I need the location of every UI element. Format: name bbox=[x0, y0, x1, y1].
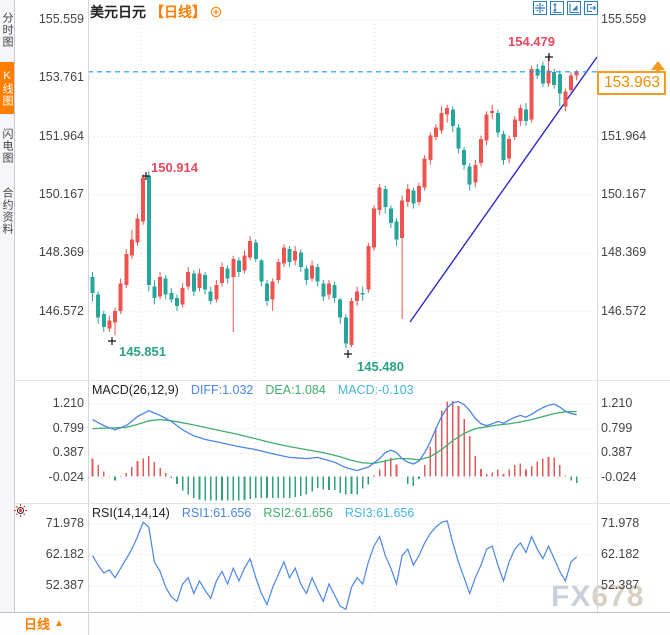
period-tag: 【日线】 bbox=[150, 4, 206, 20]
macd-axis-label-left: 1.210 bbox=[52, 396, 84, 410]
macd-indicator-pane[interactable] bbox=[88, 381, 598, 502]
price-axis-label-right: 148.369 bbox=[601, 245, 647, 260]
price-axis-label-left: 146.572 bbox=[38, 303, 84, 318]
macd-diff-value: DIFF:1.032 bbox=[190, 383, 254, 397]
rsi-title: RSI(14,14,14) bbox=[92, 506, 170, 520]
price-extreme-annotation: 150.914 bbox=[151, 160, 198, 175]
rsi-indicator-pane[interactable] bbox=[88, 504, 598, 612]
price-axis-label-right: 146.572 bbox=[601, 303, 647, 318]
price-axis-label-left: 151.964 bbox=[38, 128, 84, 143]
crosshair-icon[interactable] bbox=[533, 1, 547, 15]
rsi-axis-label-left: 52.387 bbox=[45, 577, 84, 592]
price-extreme-annotation: 154.479 bbox=[508, 34, 555, 49]
x-axis-scale-icon[interactable] bbox=[567, 1, 581, 15]
rsi2-value: RSI2:61.656 bbox=[263, 506, 333, 520]
price-up-arrow-icon bbox=[651, 61, 665, 70]
rsi3-value: RSI3:61.656 bbox=[344, 506, 415, 520]
chart-toolbar bbox=[533, 1, 598, 15]
macd-axis-label-right: 0.799 bbox=[601, 420, 633, 435]
rsi-axis-label-right: 52.387 bbox=[601, 577, 640, 592]
macd-axis-label-left: 0.799 bbox=[52, 420, 84, 435]
period-selector-label: 日线 bbox=[24, 617, 51, 632]
macd-title: MACD(26,12,9) bbox=[92, 383, 179, 397]
macd-axis-label-left: 0.387 bbox=[52, 445, 84, 460]
macd-dea-value: DEA:1.084 bbox=[265, 383, 326, 397]
indicator-settings-icon[interactable] bbox=[14, 504, 27, 522]
macd-axis-label-right: -0.024 bbox=[601, 470, 637, 485]
sidebar-tab-lightning[interactable]: 闪电图 bbox=[1, 128, 13, 164]
current-price-box: 153.963 bbox=[597, 71, 666, 95]
rsi-axis-label-right: 62.182 bbox=[601, 546, 640, 561]
price-axis-label-right: 151.964 bbox=[601, 128, 647, 143]
sidebar-tab-timeline[interactable]: 分时图 bbox=[1, 12, 13, 48]
exit-chart-icon[interactable] bbox=[584, 1, 598, 15]
pane-separator-macd bbox=[14, 380, 670, 381]
macd-axis-label-right: 1.210 bbox=[601, 396, 633, 410]
macd-hist-value: MACD:-0.103 bbox=[337, 383, 414, 397]
price-extreme-annotation: 145.480 bbox=[357, 359, 404, 374]
macd-axis-label-right: 0.387 bbox=[601, 445, 633, 460]
rsi-axis-label-right: 71.978 bbox=[601, 516, 640, 530]
macd-axis-label-left: -0.024 bbox=[48, 470, 84, 485]
chart-type-sidebar: 分时图 K线图 闪电图 合约资料 bbox=[0, 0, 15, 612]
main-candlestick-chart[interactable] bbox=[88, 16, 598, 380]
price-axis-label-left: 153.761 bbox=[38, 70, 84, 85]
price-axis-label-left: 150.167 bbox=[38, 187, 84, 202]
price-axis-label-left: 155.559 bbox=[38, 12, 84, 26]
price-axis-label-right: 155.559 bbox=[601, 12, 647, 26]
sidebar-tab-kline[interactable]: K线图 bbox=[0, 62, 14, 114]
chart-title: 美元日元 【日线】 bbox=[90, 2, 222, 22]
watermark: FX678 bbox=[551, 580, 645, 613]
symbol-name: 美元日元 bbox=[90, 4, 146, 20]
axis-right-border bbox=[597, 0, 598, 612]
axis-left-border bbox=[88, 0, 89, 612]
rsi-axis-label-left: 62.182 bbox=[45, 546, 84, 561]
macd-header: MACD(26,12,9) DIFF:1.032 DEA:1.084 MACD:… bbox=[92, 383, 414, 397]
price-extreme-annotation: 145.851 bbox=[119, 344, 166, 359]
pane-separator-rsi bbox=[14, 503, 670, 504]
time-axis-bar bbox=[0, 612, 670, 635]
rsi-axis-label-left: 71.978 bbox=[45, 516, 84, 530]
rsi1-value: RSI1:61.656 bbox=[181, 506, 252, 520]
price-axis-label-right: 150.167 bbox=[601, 187, 647, 202]
period-selector[interactable]: 日线 ▲ bbox=[0, 612, 89, 635]
price-axis-label-left: 148.369 bbox=[38, 245, 84, 260]
period-selector-arrow-icon: ▲ bbox=[54, 618, 64, 629]
rsi-header: RSI(14,14,14) RSI1:61.656 RSI2:61.656 RS… bbox=[92, 506, 414, 520]
y-axis-scale-icon[interactable] bbox=[550, 1, 564, 15]
sidebar-tab-contract-info[interactable]: 合约资料 bbox=[1, 187, 13, 235]
add-indicator-icon[interactable] bbox=[210, 6, 222, 18]
